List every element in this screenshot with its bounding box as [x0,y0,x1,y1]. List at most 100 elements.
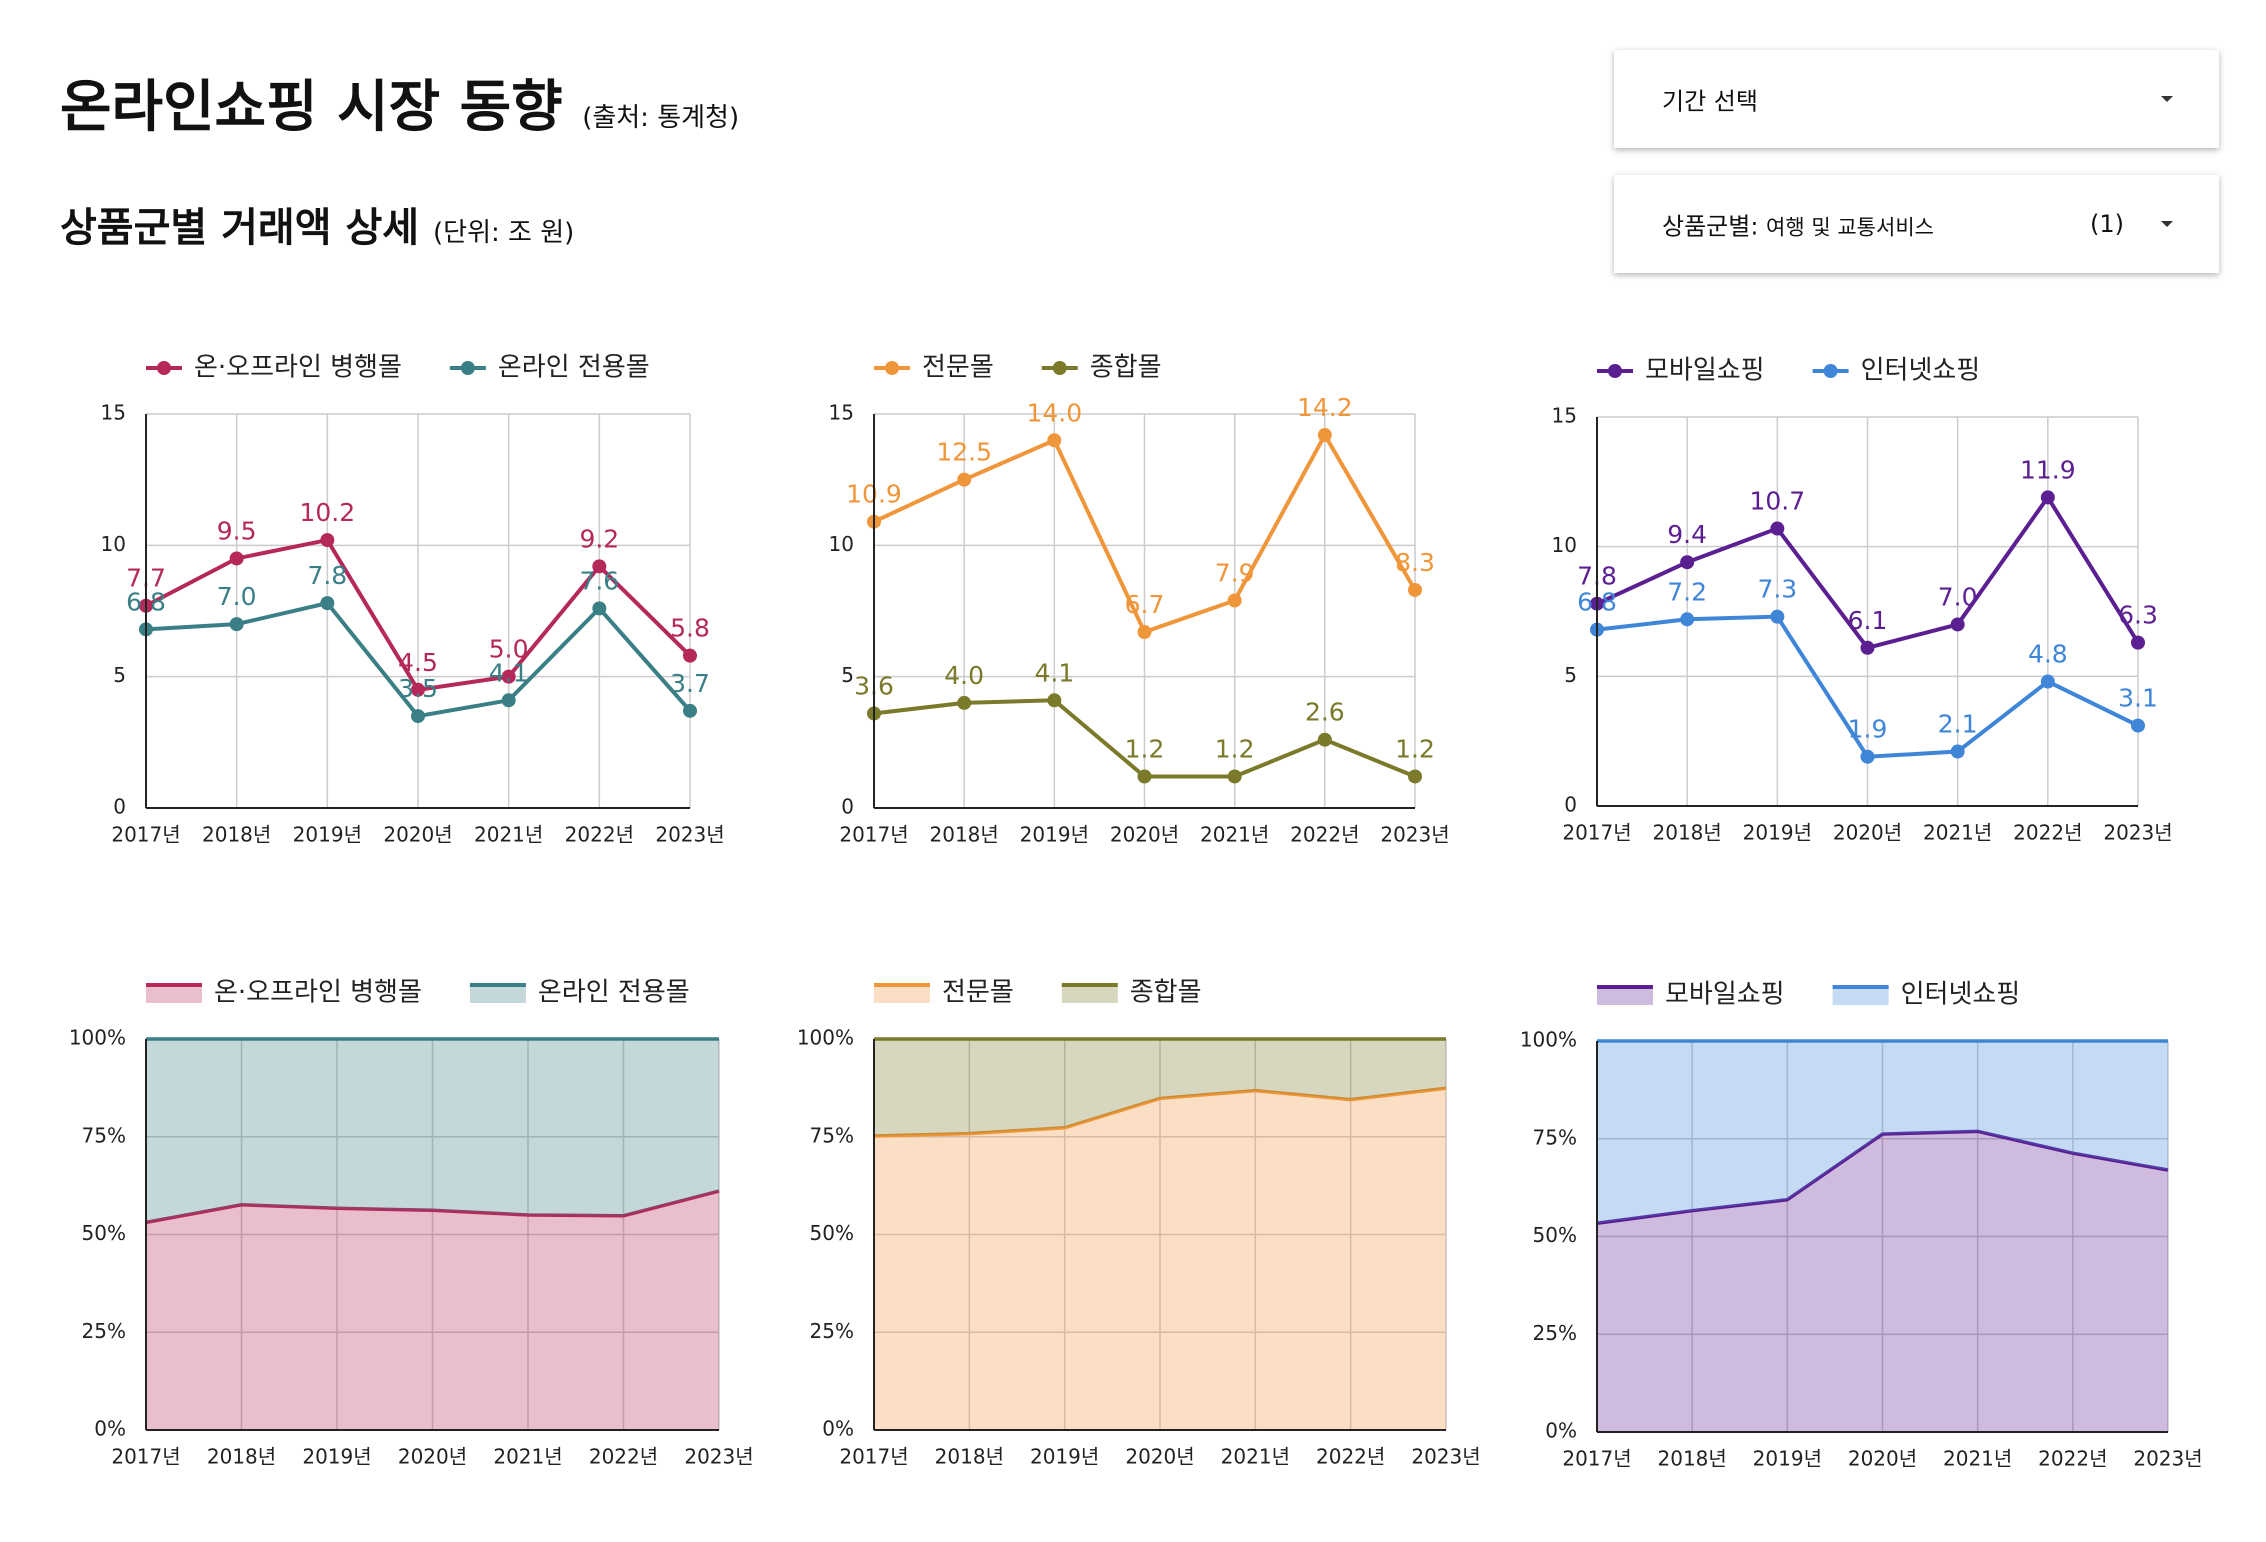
data-point [1860,640,1875,655]
data-label: 1.2 [1395,734,1435,763]
data-label: 7.8 [307,561,347,590]
x-tick-label: 2020년 [1848,1447,1917,1471]
x-tick-label: 2023년 [684,1445,753,1469]
data-label: 7.6 [579,566,619,595]
y-tick-label: 25% [82,1319,126,1343]
x-tick-label: 2017년 [1562,1447,1631,1471]
data-label: 6.7 [1125,590,1165,619]
data-label: 1.2 [1215,734,1255,763]
x-tick-label: 2023년 [655,823,724,847]
y-tick-label: 15 [1552,404,1577,428]
x-tick-label: 2021년 [1923,821,1992,845]
x-tick-label: 2022년 [589,1445,658,1469]
page-title: 온라인쇼핑 시장 동향 (출처: 통계청) [60,62,739,143]
category-dropdown[interactable]: 상품군별: 여행 및 교통서비스 (1) [1614,175,2219,273]
data-label: 4.8 [2028,640,2068,669]
data-label: 1.2 [1125,734,1165,763]
data-label: 7.9 [1215,558,1255,587]
x-tick-label: 2018년 [207,1445,276,1469]
y-tick-label: 0% [822,1417,854,1441]
section-title: 상품군별 거래액 상세 (단위: 조 원) [60,195,574,253]
y-tick-label: 0 [1564,793,1577,817]
y-tick-label: 0 [113,795,126,819]
data-label: 7.0 [217,582,257,611]
legend-dot [157,361,171,375]
data-label: 3.1 [2118,684,2158,713]
data-label: 7.2 [1667,577,1707,606]
data-point [2131,718,2145,733]
data-point [1860,749,1875,764]
y-tick-label: 75% [1533,1125,1577,1149]
x-tick-label: 2021년 [474,823,543,847]
data-point [1137,625,1152,640]
data-point [957,472,972,487]
x-tick-label: 2020년 [383,823,452,847]
x-tick-label: 2022년 [1316,1445,1385,1469]
data-label: 5.0 [489,635,529,664]
x-tick-label: 2022년 [2038,1447,2107,1471]
x-tick-label: 2020년 [1125,1445,1194,1469]
data-label: 4.1 [1034,658,1074,687]
data-label: 3.7 [670,669,710,698]
x-tick-label: 2021년 [493,1445,562,1469]
title: 온라인쇼핑 시장 동향 [60,75,563,140]
data-point [2040,490,2055,505]
legend-swatch [1597,987,1653,1005]
data-label: 12.5 [936,438,992,467]
x-tick-label: 2023년 [2133,1447,2202,1471]
category-count: (1) [2090,210,2124,238]
area-line [1596,1129,2169,1225]
data-point [411,682,425,697]
category-filter: 상품군별: 여행 및 교통서비스 [1662,207,1934,242]
legend-label: 인터넷쇼핑 [1901,980,2021,1010]
area-fill [874,1039,1446,1136]
legend-label: 온·오프라인 병행몰 [194,353,402,383]
x-tick-label: 2021년 [1943,1447,2012,1471]
y-tick-label: 50% [810,1221,854,1245]
data-point [320,533,335,548]
x-tick-label: 2021년 [1221,1445,1290,1469]
data-label: 8.3 [1395,548,1435,577]
period-dropdown[interactable]: 기간 선택 [1614,50,2219,148]
x-tick-label: 2019년 [1743,821,1812,845]
data-label: 11.9 [2020,455,2076,484]
legend-label: 모바일쇼핑 [1645,356,1765,386]
area-fill [1597,1041,2168,1224]
y-tick-label: 75% [82,1123,126,1147]
data-label: 2.6 [1305,698,1345,727]
area-fill [146,1039,719,1223]
x-tick-label: 2022년 [2013,821,2082,845]
period-label: 기간 선택 [1662,87,1758,116]
y-tick-label: 5 [113,663,126,687]
y-tick-label: 25% [810,1319,854,1343]
data-point [1680,555,1695,570]
data-point [229,617,244,632]
data-label: 10.2 [299,498,355,527]
data-point [411,709,425,724]
y-tick-label: 10 [829,532,854,556]
legend-label: 모바일쇼핑 [1665,980,1785,1010]
y-tick-label: 10 [1552,533,1577,557]
legend-label: 종합몰 [1090,353,1162,383]
x-tick-label: 2019년 [293,823,362,847]
data-point [501,693,516,708]
x-tick-label: 2018년 [1658,1447,1727,1471]
data-label: 9.4 [1667,520,1707,549]
data-label: 3.5 [398,674,438,703]
legend-label: 온·오프라인 병행몰 [214,978,422,1008]
x-tick-label: 2022년 [1290,823,1359,847]
x-tick-label: 2023년 [1411,1445,1480,1469]
y-tick-label: 75% [810,1123,854,1147]
x-tick-label: 2017년 [839,1445,908,1469]
data-label: 2.1 [1938,710,1978,739]
data-label: 14.2 [1297,393,1353,422]
data-label: 6.3 [2118,601,2158,630]
data-label: 4.1 [489,658,529,687]
legend-label: 온라인 전용몰 [538,978,690,1008]
x-tick-label: 2019년 [302,1445,371,1469]
y-tick-label: 0 [841,795,854,819]
y-tick-label: 15 [101,401,126,425]
y-tick-label: 100% [797,1026,854,1050]
